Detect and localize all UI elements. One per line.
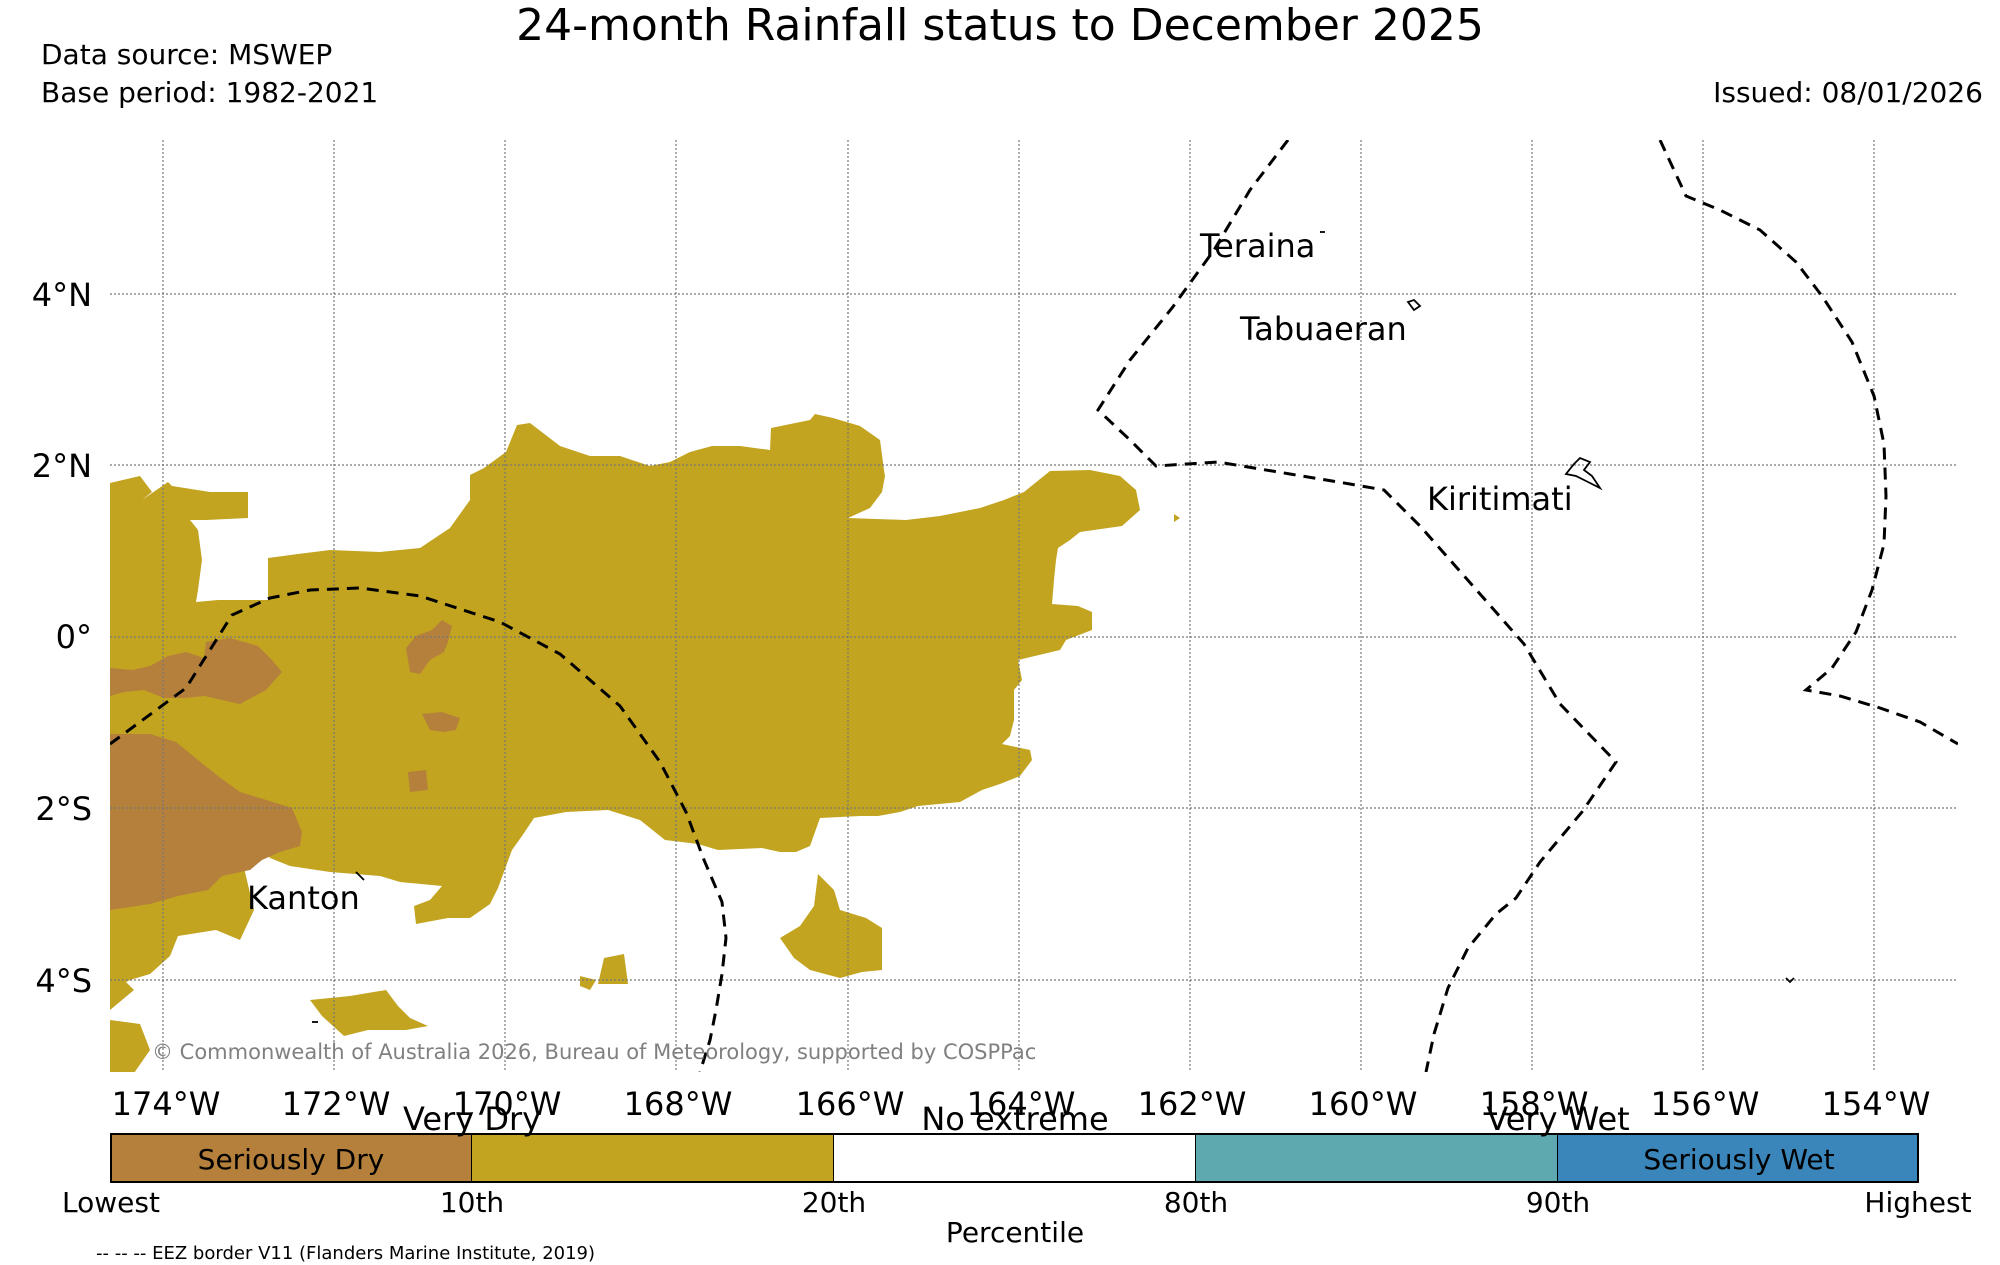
lon-label: 170°W: [453, 1085, 562, 1123]
place-label-teraina: Teraina: [1199, 227, 1315, 265]
legend-tick: 20th: [801, 1186, 867, 1219]
copyright-notice: © Commonwealth of Australia 2026, Bureau…: [152, 1040, 1037, 1064]
place-label-tabuaeran: Tabuaeran: [1239, 310, 1407, 348]
data-source: Data source: MSWEP: [41, 38, 333, 71]
legend-tick: 90th: [1525, 1186, 1591, 1219]
lon-label: 168°W: [624, 1085, 733, 1123]
legend-tick: Highest: [1864, 1186, 1972, 1219]
map-title: 24-month Rainfall status to December 202…: [516, 0, 1484, 51]
lon-label: 154°W: [1822, 1085, 1931, 1123]
legend-seriously-dry: Seriously Dry: [197, 1143, 385, 1176]
legend-very-dry: Very Dry: [402, 1100, 542, 1138]
legend-tick: 80th: [1163, 1186, 1229, 1219]
lon-label: 164°W: [967, 1085, 1076, 1123]
seriously-dry-patch: [110, 638, 282, 704]
very-dry-islet: [1174, 514, 1180, 522]
island-outlines: [312, 231, 1795, 1023]
place-label-kiritimati: Kiritimati: [1427, 480, 1573, 518]
base-period: Base period: 1982-2021: [41, 76, 379, 109]
legend-tick: 10th: [439, 1186, 505, 1219]
very-dry-islet: [310, 990, 428, 1036]
map-grid: [110, 140, 1958, 1072]
lat-label: 2°N: [32, 447, 92, 485]
seriously-dry-patch: [110, 734, 302, 910]
cbar-very-dry: [472, 1133, 834, 1183]
lat-label: 0°: [56, 618, 92, 656]
legend-xlabel: Percentile: [945, 1216, 1085, 1249]
very-dry-islet: [110, 944, 134, 1010]
cbar-seriously-dry: [110, 1133, 472, 1183]
place-label-kanton: Kanton: [247, 879, 360, 917]
eez-border-line: [110, 586, 728, 1072]
legend-very-wet: Very Wet: [1486, 1100, 1630, 1138]
lon-label: 160°W: [1309, 1085, 1418, 1123]
eez-border-line: [1658, 140, 1958, 746]
kanton-island-outline: [355, 871, 365, 881]
lon-label: 174°W: [112, 1085, 221, 1123]
seriously-dry-patch: [408, 770, 428, 792]
very-dry-islet: [110, 1020, 150, 1072]
lat-label: 4°S: [35, 962, 92, 1000]
very-dry-islet: [580, 976, 596, 990]
seriously-dry-patch: [406, 620, 452, 674]
issued-date: Issued: 08/01/2026: [1713, 76, 1983, 109]
lon-label: 162°W: [1138, 1085, 1247, 1123]
legend-seriously-wet: Seriously Wet: [1643, 1143, 1835, 1176]
eez-note: -- -- -- EEZ border V11 (Flanders Marine…: [96, 1243, 596, 1264]
seriously-dry-patch: [422, 712, 460, 732]
lat-label: 4°N: [32, 276, 92, 314]
lon-label: 166°W: [796, 1085, 905, 1123]
very-dry-islet: [598, 954, 628, 984]
lon-label: 172°W: [282, 1085, 391, 1123]
rainfall-regions: [110, 414, 1180, 1072]
kiritimati-island-outline: [1564, 456, 1603, 491]
tabuaeran-island-outline: [1406, 298, 1422, 312]
eez-borders: [110, 140, 1958, 1072]
lon-label: 156°W: [1651, 1085, 1760, 1123]
cbar-seriously-wet: [1558, 1133, 1919, 1183]
cbar-no-extreme: [834, 1133, 1196, 1183]
legend-no-extreme: No extreme: [921, 1100, 1109, 1138]
cbar-very-wet: [1196, 1133, 1558, 1183]
legend-tick: Lowest: [62, 1186, 160, 1219]
lat-label: 2°S: [35, 790, 92, 828]
small-island-outline: [1785, 977, 1795, 984]
very-dry-islet: [780, 874, 882, 978]
eez-border-line: [1096, 140, 1618, 1072]
lon-label: 158°W: [1480, 1085, 1589, 1123]
very-dry-region: [110, 414, 1140, 988]
